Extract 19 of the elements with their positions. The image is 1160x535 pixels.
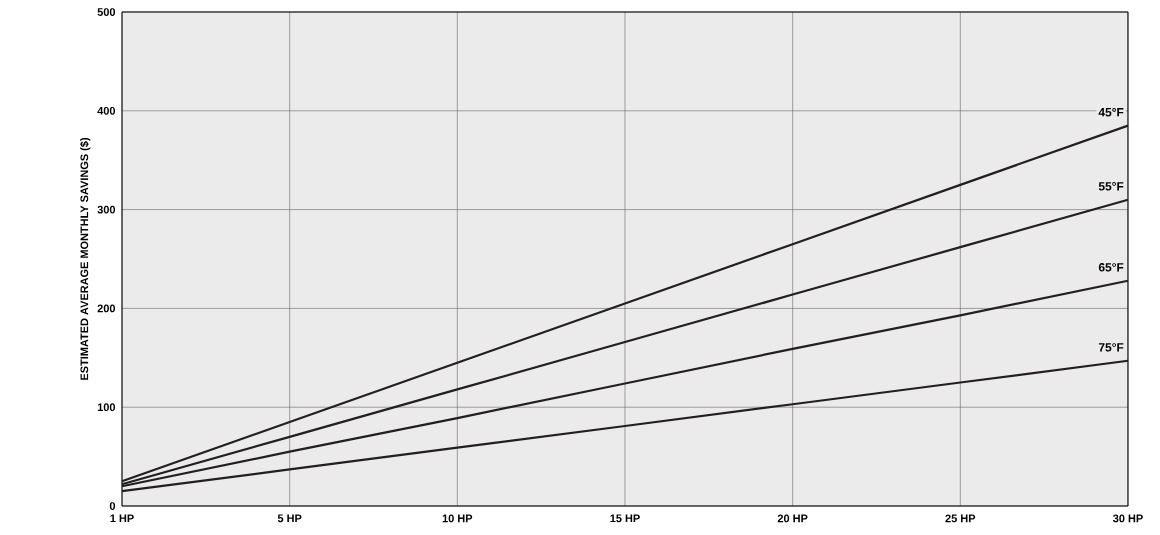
line-series: [120, 359, 1130, 493]
series-label: 75°F: [1098, 343, 1124, 352]
y-tick-label: 300: [97, 205, 116, 214]
x-tick-label: 30 HP: [1113, 514, 1143, 523]
series-label: 45°F: [1098, 108, 1124, 117]
y-tick-label: 500: [97, 8, 116, 16]
series-label: 65°F: [1098, 263, 1124, 272]
series-label: 55°F: [1098, 182, 1124, 191]
x-tick-label: 5 HP: [277, 514, 302, 523]
x-tick-label: 15 HP: [610, 514, 640, 523]
y-axis-title: ESTIMATED AVERAGE MONTHLY SAVINGS ($): [79, 137, 91, 380]
x-tick-label: 1 HP: [110, 514, 134, 523]
x-tick-label: 10 HP: [442, 514, 473, 523]
y-tick-label: 400: [97, 106, 116, 115]
x-tick-label: 25 HP: [945, 514, 976, 523]
x-tick-label: 20 HP: [777, 514, 808, 523]
y-tick-label: 100: [97, 403, 116, 412]
y-tick-label: 200: [97, 304, 116, 313]
y-tick-label: 0: [109, 502, 116, 510]
